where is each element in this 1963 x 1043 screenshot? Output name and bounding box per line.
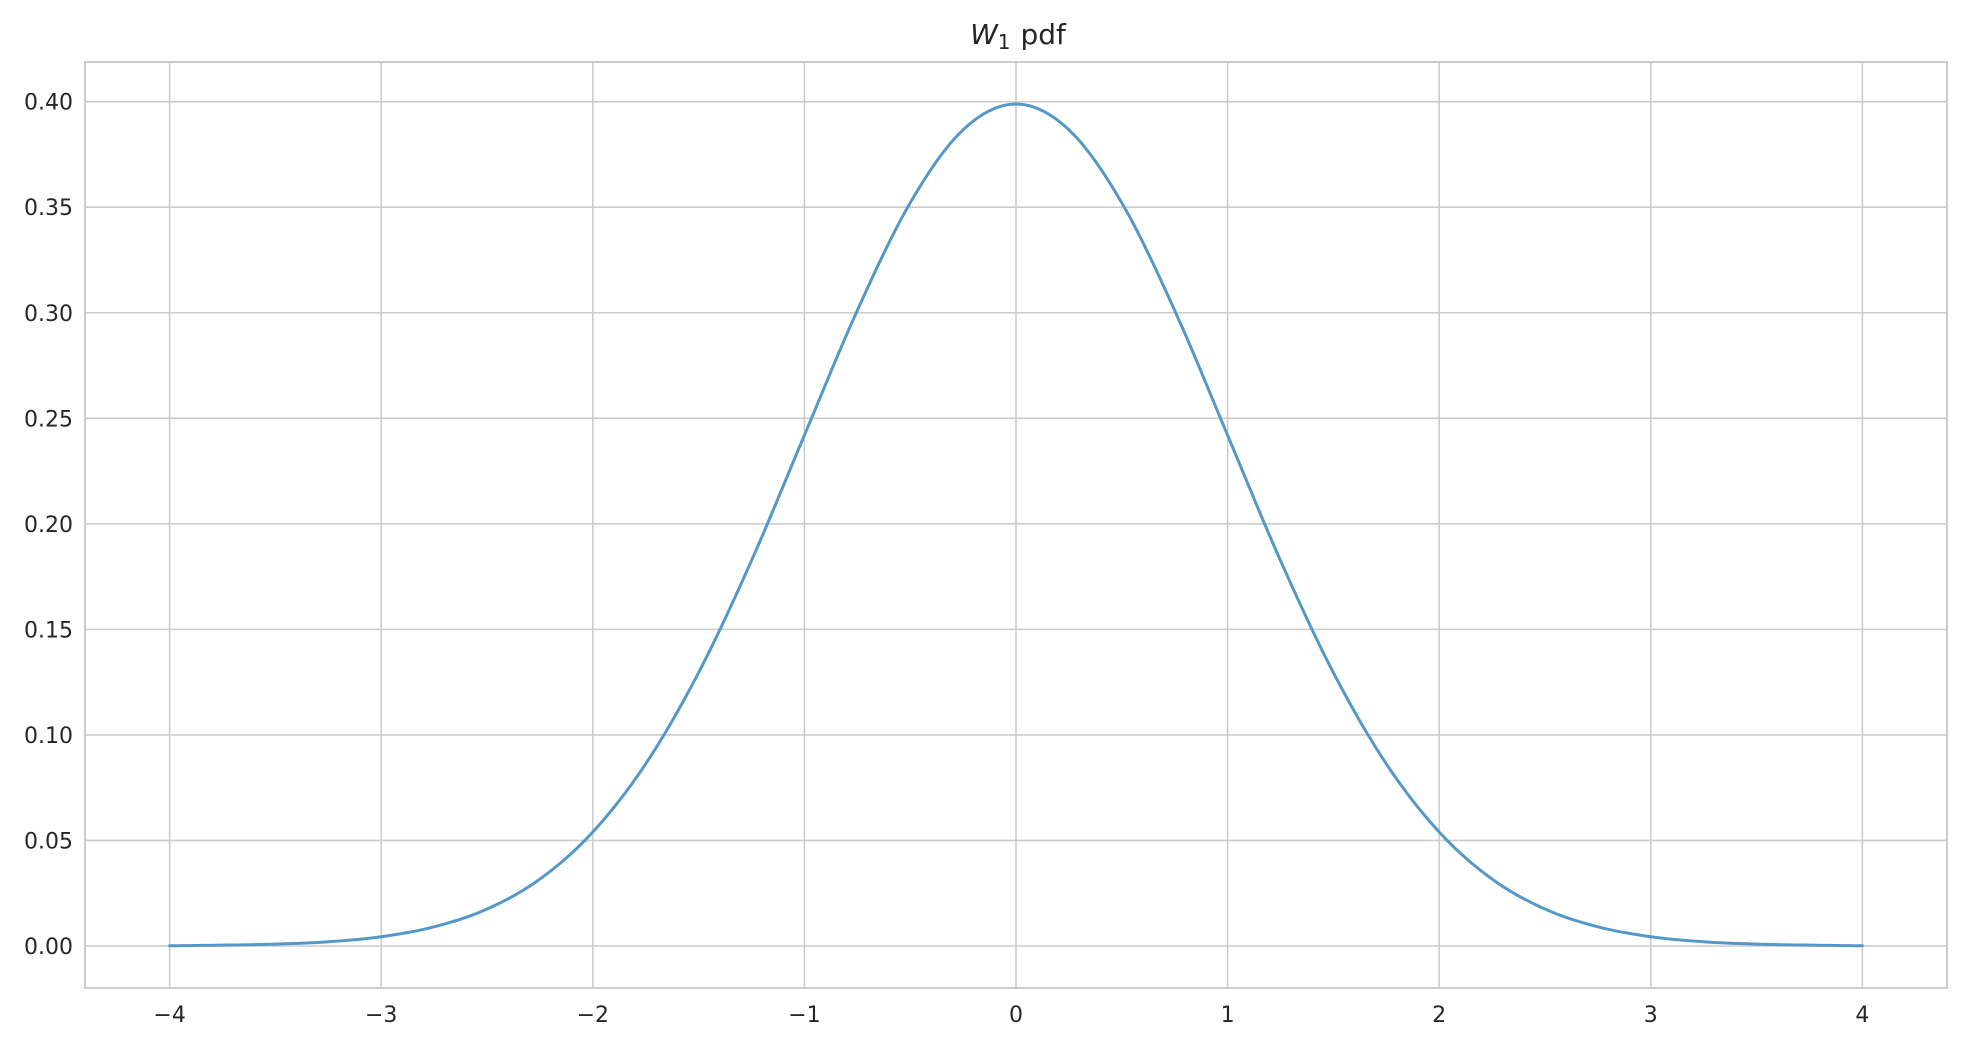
y-tick-label: 0.30 bbox=[24, 302, 73, 327]
y-tick-label: 0.10 bbox=[24, 724, 73, 749]
x-tick-label: −3 bbox=[365, 1003, 397, 1028]
x-tick-label: −1 bbox=[788, 1003, 820, 1028]
series-layer bbox=[168, 102, 1864, 948]
chart-title-subscript: 1 bbox=[998, 30, 1011, 54]
x-tick-label: 2 bbox=[1432, 1003, 1446, 1028]
x-tick-label: 3 bbox=[1644, 1003, 1658, 1028]
y-tick-label: 0.15 bbox=[24, 618, 73, 643]
plot-frame bbox=[84, 61, 1948, 989]
x-tick-label: −2 bbox=[577, 1003, 609, 1028]
y-axis: 0.00 0.05 0.10 0.15 0.20 0.25 0.30 0.35 0.40 bbox=[24, 91, 73, 960]
y-tick-label: 0.35 bbox=[24, 196, 73, 221]
chart-title-variable: W bbox=[970, 18, 999, 51]
y-tick-label: 0.05 bbox=[24, 829, 73, 854]
grid bbox=[85, 62, 1947, 988]
x-tick-label: −4 bbox=[153, 1003, 185, 1028]
y-tick-label: 0.40 bbox=[24, 91, 73, 116]
x-axis: −4 −3 −2 −1 0 1 2 3 4 bbox=[153, 1003, 1869, 1028]
x-tick-label: 4 bbox=[1855, 1003, 1869, 1028]
chart-title-suffix: pdf bbox=[1021, 18, 1068, 51]
y-tick-label: 0.25 bbox=[24, 407, 73, 432]
series-line bbox=[168, 102, 1864, 948]
chart-title: W1 pdf bbox=[970, 18, 1067, 54]
y-tick-label: 0.00 bbox=[24, 935, 73, 960]
x-tick-label: 1 bbox=[1221, 1003, 1235, 1028]
x-tick-label: 0 bbox=[1009, 1003, 1023, 1028]
y-tick-label: 0.20 bbox=[24, 513, 73, 538]
